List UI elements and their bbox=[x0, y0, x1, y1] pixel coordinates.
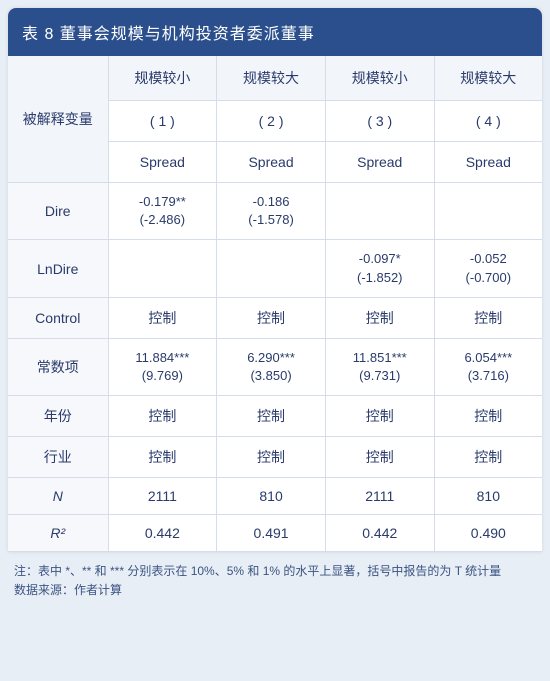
row-constant: 常数项 11.884***(9.769) 6.290***(3.850) 11.… bbox=[8, 338, 542, 395]
row-n: N 2111 810 2111 810 bbox=[8, 478, 542, 515]
row-label-control: Control bbox=[8, 297, 108, 338]
cell-r2-1: 0.442 bbox=[108, 515, 217, 552]
cell-constant-3: 11.851***(9.731) bbox=[325, 338, 434, 395]
table-container: 表 8 董事会规模与机构投资者委派董事 被解释变量 规模较小 规模较大 规模较小… bbox=[8, 8, 542, 552]
col-num-4: ( 4 ) bbox=[434, 101, 542, 142]
col-dv-4: Spread bbox=[434, 142, 542, 183]
row-label-dire: Dire bbox=[8, 183, 108, 240]
cell-r2-3: 0.442 bbox=[325, 515, 434, 552]
footer-note-2: 数据来源：作者计算 bbox=[14, 581, 536, 600]
col-dv-2: Spread bbox=[217, 142, 326, 183]
regression-table: 被解释变量 规模较小 规模较大 规模较小 规模较大 ( 1 ) ( 2 ) ( … bbox=[8, 56, 542, 552]
cell-industry-3: 控制 bbox=[325, 437, 434, 478]
col-group-1: 规模较小 bbox=[108, 56, 217, 101]
cell-r2-4: 0.490 bbox=[434, 515, 542, 552]
row-label-n: N bbox=[8, 478, 108, 515]
cell-constant-4: 6.054***(3.716) bbox=[434, 338, 542, 395]
row-label-lndire: LnDire bbox=[8, 240, 108, 297]
cell-n-1: 2111 bbox=[108, 478, 217, 515]
cell-lndire-3: -0.097*(-1.852) bbox=[325, 240, 434, 297]
cell-dire-4 bbox=[434, 183, 542, 240]
header-row-groups: 被解释变量 规模较小 规模较大 规模较小 规模较大 bbox=[8, 56, 542, 101]
col-group-3: 规模较小 bbox=[325, 56, 434, 101]
cell-year-4: 控制 bbox=[434, 396, 542, 437]
footer-note-1: 注：表中 *、** 和 *** 分别表示在 10%、5% 和 1% 的水平上显著… bbox=[14, 562, 536, 581]
cell-lndire-1 bbox=[108, 240, 217, 297]
cell-control-2: 控制 bbox=[217, 297, 326, 338]
col-group-4: 规模较大 bbox=[434, 56, 542, 101]
cell-lndire-2 bbox=[217, 240, 326, 297]
row-lndire: LnDire -0.097*(-1.852) -0.052(-0.700) bbox=[8, 240, 542, 297]
col-group-2: 规模较大 bbox=[217, 56, 326, 101]
table-title: 表 8 董事会规模与机构投资者委派董事 bbox=[8, 8, 542, 56]
cell-r2-2: 0.491 bbox=[217, 515, 326, 552]
row-label-industry: 行业 bbox=[8, 437, 108, 478]
col-dv-1: Spread bbox=[108, 142, 217, 183]
cell-constant-1: 11.884***(9.769) bbox=[108, 338, 217, 395]
cell-control-1: 控制 bbox=[108, 297, 217, 338]
cell-industry-1: 控制 bbox=[108, 437, 217, 478]
footer-notes: 注：表中 *、** 和 *** 分别表示在 10%、5% 和 1% 的水平上显著… bbox=[8, 552, 542, 604]
cell-constant-2: 6.290***(3.850) bbox=[217, 338, 326, 395]
cell-dire-3 bbox=[325, 183, 434, 240]
cell-n-3: 2111 bbox=[325, 478, 434, 515]
cell-industry-4: 控制 bbox=[434, 437, 542, 478]
row-industry: 行业 控制 控制 控制 控制 bbox=[8, 437, 542, 478]
cell-control-3: 控制 bbox=[325, 297, 434, 338]
col-num-3: ( 3 ) bbox=[325, 101, 434, 142]
row-r2: R² 0.442 0.491 0.442 0.490 bbox=[8, 515, 542, 552]
cell-dire-2: -0.186(-1.578) bbox=[217, 183, 326, 240]
row-label-r2: R² bbox=[8, 515, 108, 552]
row-label-year: 年份 bbox=[8, 396, 108, 437]
col-num-2: ( 2 ) bbox=[217, 101, 326, 142]
cell-n-2: 810 bbox=[217, 478, 326, 515]
row-year: 年份 控制 控制 控制 控制 bbox=[8, 396, 542, 437]
cell-lndire-4: -0.052(-0.700) bbox=[434, 240, 542, 297]
row-dire: Dire -0.179**(-2.486) -0.186(-1.578) bbox=[8, 183, 542, 240]
row-label-constant: 常数项 bbox=[8, 338, 108, 395]
depvar-label: 被解释变量 bbox=[8, 56, 108, 183]
cell-year-3: 控制 bbox=[325, 396, 434, 437]
col-num-1: ( 1 ) bbox=[108, 101, 217, 142]
col-dv-3: Spread bbox=[325, 142, 434, 183]
cell-control-4: 控制 bbox=[434, 297, 542, 338]
cell-year-1: 控制 bbox=[108, 396, 217, 437]
row-control: Control 控制 控制 控制 控制 bbox=[8, 297, 542, 338]
cell-n-4: 810 bbox=[434, 478, 542, 515]
cell-dire-1: -0.179**(-2.486) bbox=[108, 183, 217, 240]
cell-industry-2: 控制 bbox=[217, 437, 326, 478]
cell-year-2: 控制 bbox=[217, 396, 326, 437]
